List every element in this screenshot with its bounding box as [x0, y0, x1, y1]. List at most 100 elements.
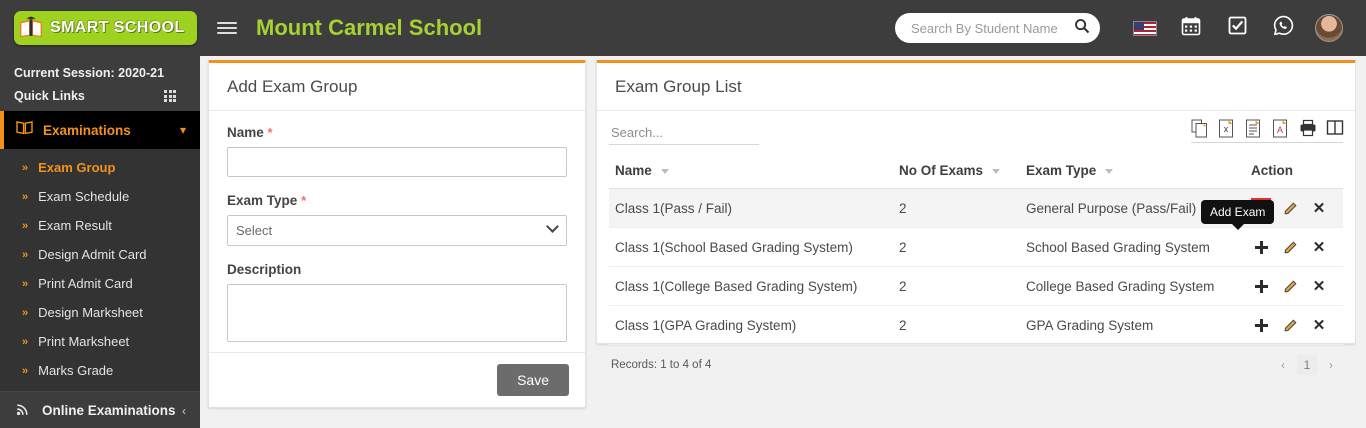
quick-links-button[interactable]: Quick Links [14, 89, 186, 103]
description-label: Description [227, 262, 302, 277]
calendar-icon [1180, 15, 1202, 42]
sidebar-item-marks-grade[interactable]: » Marks Grade [0, 356, 200, 385]
pencil-icon [1283, 318, 1297, 332]
pdf-icon[interactable]: A [1272, 119, 1289, 138]
svg-text:A: A [1277, 125, 1283, 135]
edit-button[interactable] [1280, 276, 1300, 296]
csv-icon[interactable] [1245, 119, 1262, 138]
delete-button[interactable]: ✕ [1309, 315, 1329, 335]
sidebar-item-design-marksheet[interactable]: » Design Marksheet [0, 298, 200, 327]
sidebar-item-design-admit-card[interactable]: » Design Admit Card [0, 240, 200, 269]
sidebar-group-examinations[interactable]: Examinations ▾ [0, 111, 200, 149]
search-icon[interactable] [1074, 18, 1090, 39]
save-button[interactable]: Save [497, 364, 569, 396]
delete-button[interactable]: ✕ [1309, 237, 1329, 257]
sidebar-group-label: Examinations [43, 122, 131, 138]
cell-no-of-exams: 2 [893, 266, 1020, 306]
sort-caret-icon [1105, 168, 1114, 174]
datatable-wrap: x A [597, 111, 1355, 345]
description-textarea[interactable] [227, 284, 567, 342]
tasks-button[interactable] [1214, 8, 1260, 48]
close-icon: ✕ [1312, 277, 1326, 295]
required-asterisk: * [267, 125, 273, 140]
table-row[interactable]: Class 1(Pass / Fail) 2 General Purpose (… [609, 188, 1343, 228]
column-header-exam-type[interactable]: Exam Type [1019, 155, 1245, 189]
table-row[interactable]: Class 1(School Based Grading System) 2 S… [609, 227, 1343, 267]
pagination-page-1[interactable]: 1 [1297, 355, 1317, 375]
rss-icon [16, 401, 31, 421]
whatsapp-icon [1272, 14, 1295, 42]
columns-icon[interactable] [1326, 119, 1344, 138]
cell-name: Class 1(School Based Grading System) [609, 227, 894, 267]
search-input[interactable] [909, 19, 1074, 37]
exam-group-table: Name No Of Exams Exam Type Action [609, 155, 1343, 345]
column-header-name[interactable]: Name [609, 155, 894, 189]
sidebar-item-exam-group[interactable]: » Exam Group [0, 153, 200, 182]
sidebar-item-print-admit-card[interactable]: » Print Admit Card [0, 269, 200, 298]
print-icon[interactable] [1299, 119, 1316, 138]
chevron-right-icon: » [22, 306, 29, 319]
page-scrollbar[interactable] [1356, 56, 1366, 428]
current-session-label: Current Session: 2020-21 [14, 66, 165, 80]
copy-icon[interactable] [1191, 119, 1208, 138]
exam-type-select[interactable]: Select [227, 215, 567, 246]
cell-name: Class 1(GPA Grading System) [609, 305, 894, 345]
pagination-next[interactable]: › [1329, 358, 1333, 372]
cell-actions: ✕ [1245, 227, 1343, 267]
school-title: Mount Carmel School [256, 15, 483, 40]
pagination-prev[interactable]: ‹ [1281, 358, 1285, 372]
sidebar-group-label: Online Examinations [42, 403, 176, 418]
sidebar-item-label: Print Admit Card [38, 276, 133, 291]
us-flag-icon [1133, 20, 1157, 36]
add-exam-button[interactable] [1251, 237, 1271, 257]
exam-group-list-card: Exam Group List x [596, 60, 1356, 375]
sidebar-item-exam-result[interactable]: » Exam Result [0, 211, 200, 240]
delete-button[interactable]: ✕ [1309, 276, 1329, 296]
table-row[interactable]: Class 1(College Based Grading System) 2 … [609, 266, 1343, 306]
book-open-icon [16, 120, 33, 140]
brand-logo[interactable]: SMART SCHOOL [14, 11, 197, 45]
checkbox-icon [1227, 15, 1248, 41]
table-row[interactable]: Class 1(GPA Grading System) 2 GPA Gradin… [609, 305, 1343, 345]
excel-icon[interactable]: x [1218, 119, 1235, 138]
language-flag-button[interactable] [1122, 8, 1168, 48]
edit-button[interactable] [1280, 198, 1300, 218]
chevron-right-icon: » [22, 219, 29, 232]
column-header-label: No Of Exams [899, 163, 984, 178]
table-search-input[interactable] [609, 121, 759, 145]
datatable-export-tools: x A [1191, 119, 1344, 143]
required-asterisk: * [301, 193, 307, 208]
delete-button[interactable]: ✕ [1309, 198, 1329, 218]
edit-button[interactable] [1280, 315, 1300, 335]
cell-exam-type: GPA Grading System [1019, 305, 1245, 345]
calendar-button[interactable] [1168, 8, 1214, 48]
description-field-group: Description [227, 262, 567, 347]
table-head: Name No Of Exams Exam Type Action [609, 155, 1343, 189]
sidebar: Current Session: 2020-21 Quick Links Exa… [0, 56, 200, 428]
add-exam-button[interactable] [1251, 276, 1271, 296]
sidebar-item-exam-schedule[interactable]: » Exam Schedule [0, 182, 200, 211]
add-exam-group-card: Add Exam Group Name * Exam Type * Select [208, 60, 586, 408]
column-header-label: Exam Type [1025, 163, 1097, 178]
sidebar-item-label: Exam Result [38, 218, 112, 233]
name-input[interactable] [227, 147, 567, 177]
table-footer: Records: 1 to 4 of 4 ‹ 1 › [597, 345, 1355, 387]
add-exam-button[interactable] [1251, 315, 1271, 335]
close-icon: ✕ [1312, 316, 1326, 334]
svg-text:x: x [1224, 124, 1229, 134]
whatsapp-button[interactable] [1260, 8, 1306, 48]
sidebar-group-online-examinations[interactable]: Online Examinations ‹ [0, 391, 200, 428]
add-exam-group-title: Add Exam Group [209, 63, 585, 111]
sidebar-item-label: Exam Schedule [38, 189, 130, 204]
sidebar-item-label: Marks Grade [38, 363, 114, 378]
edit-button[interactable] [1280, 237, 1300, 257]
sidebar-item-print-marksheet[interactable]: » Print Marksheet [0, 327, 200, 356]
sidebar-toggle-icon[interactable] [214, 15, 240, 41]
column-header-no-of-exams[interactable]: No Of Exams [893, 155, 1020, 189]
session-box: Current Session: 2020-21 Quick Links [0, 56, 200, 111]
student-search-box[interactable] [895, 13, 1100, 43]
logo-text: SMART SCHOOL [50, 19, 185, 36]
user-avatar-button[interactable] [1306, 8, 1352, 48]
cell-actions: ✕ [1245, 266, 1343, 306]
chevron-right-icon: » [22, 335, 29, 348]
